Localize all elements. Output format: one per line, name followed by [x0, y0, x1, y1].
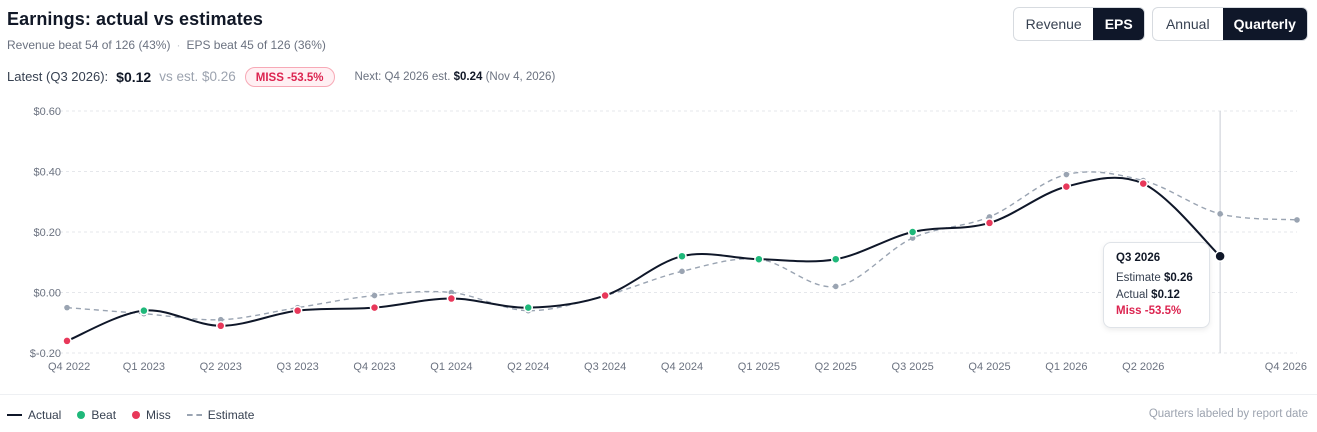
x-tick-label: Q4 2026: [1265, 361, 1307, 373]
estimate-point: [1063, 171, 1070, 178]
x-tick-label: Q4 2025: [968, 361, 1010, 373]
legend-divider: [0, 394, 1317, 395]
page-title: Earnings: actual vs estimates: [7, 9, 264, 29]
actual-line-swatch: [7, 414, 22, 416]
estimate-point: [64, 304, 70, 311]
next-report-info: Next: Q4 2026 est. $0.24 (Nov 4, 2026): [355, 71, 556, 83]
tooltip-estimate-value: $0.26: [1163, 272, 1193, 284]
y-tick-label: $0.40: [33, 167, 61, 179]
beat-point: [523, 302, 533, 313]
estimate-line: [66, 171, 1298, 321]
tooltip-actual-label: Actual: [1116, 288, 1148, 301]
x-tick-label: Q4 2022: [48, 361, 90, 373]
beat-point: [831, 254, 841, 264]
quarterly-button[interactable]: Quarterly: [1222, 8, 1307, 40]
beat-summary: Revenue beat 54 of 126 (43%) · EPS beat 45…: [7, 38, 326, 52]
tooltip-result: Miss -53.5%: [1116, 305, 1182, 317]
tooltip-title: Q3 2026: [1116, 252, 1161, 264]
y-tick-label: $0.20: [33, 227, 61, 239]
y-tick-label: $0.60: [33, 106, 61, 118]
legend-miss[interactable]: Miss: [132, 408, 171, 422]
miss-point: [1061, 181, 1072, 192]
y-tick-label: $0.00: [33, 288, 61, 300]
legend-actual[interactable]: Actual: [7, 408, 61, 422]
legend-actual-label: Actual: [28, 408, 62, 422]
miss-point: [369, 302, 380, 313]
next-prefix: Next: Q4 2026 est.: [354, 70, 451, 83]
legend-miss-label: Miss: [146, 408, 171, 422]
beat-point: [139, 305, 149, 316]
tooltip-estimate-label: Estimate: [1116, 272, 1161, 284]
x-tick-label: Q2 2025: [815, 361, 857, 373]
x-tick-label: Q1 2025: [738, 361, 780, 373]
latest-summary: Latest (Q3 2026): $0.12 vs est. $0.26 MI…: [7, 66, 555, 87]
estimate-point: [448, 289, 455, 296]
period-toggle: Annual Quarterly: [1152, 7, 1308, 41]
estimate-point: [832, 283, 839, 290]
estimate-point: [371, 292, 378, 299]
chart-legend: Actual Beat Miss Estimate: [7, 408, 270, 422]
miss-point: [62, 336, 72, 346]
x-tick-label: Q1 2023: [123, 361, 165, 373]
tooltip-actual-row: Actual $0.12: [1116, 287, 1197, 304]
legend-estimate[interactable]: Estimate: [186, 408, 255, 422]
x-tick-label: Q4 2023: [353, 361, 395, 373]
estimate-point: [679, 268, 685, 275]
x-tick-label: Q1 2026: [1045, 361, 1087, 373]
x-tick-label: Q4 2024: [661, 361, 703, 373]
miss-point: [984, 218, 995, 228]
beat-dot-swatch: [77, 411, 86, 419]
actual-line: [66, 176, 1221, 342]
estimate-point: [1217, 211, 1223, 217]
estimate-point: [909, 235, 916, 241]
latest-label: Latest (Q3 2026):: [7, 69, 109, 84]
latest-actual-value: $0.12: [116, 68, 152, 85]
next-estimate-value: $0.24: [453, 70, 483, 83]
legend-beat[interactable]: Beat: [77, 408, 116, 422]
x-tick-label: Q2 2023: [200, 361, 242, 373]
legend-estimate-label: Estimate: [207, 408, 255, 422]
x-tick-label: Q3 2023: [277, 361, 319, 373]
beat-point: [754, 254, 764, 264]
highlighted-actual-point: [1214, 250, 1226, 262]
revenue-button[interactable]: Revenue: [1025, 16, 1082, 32]
miss-point: [216, 321, 226, 331]
beat-point: [907, 227, 918, 237]
estimate-dash-swatch: [186, 414, 202, 416]
eps-button[interactable]: EPS: [1093, 8, 1144, 40]
y-tick-label: $-0.20: [30, 348, 61, 360]
annual-button[interactable]: Annual: [1165, 16, 1210, 32]
miss-point: [446, 293, 457, 304]
miss-point: [1138, 178, 1148, 189]
x-tick-label: Q2 2026: [1122, 361, 1164, 373]
metric-toggle: Revenue EPS: [1013, 7, 1145, 41]
x-tick-label: Q1 2024: [430, 361, 472, 373]
beat-point: [677, 251, 687, 261]
x-tick-label: Q2 2024: [507, 361, 549, 373]
hover-tooltip: Q3 2026 Estimate $0.26 Actual $0.12 Miss…: [1103, 242, 1210, 328]
x-tick-label: Q3 2024: [584, 361, 626, 373]
legend-beat-label: Beat: [91, 408, 117, 422]
revenue-beat-summary: Revenue beat 54 of 126 (43%): [7, 38, 171, 52]
latest-estimate-text: vs est. $0.26: [159, 69, 236, 84]
estimate-point: [217, 316, 224, 323]
estimate-point: [1294, 217, 1300, 223]
miss-point: [292, 305, 303, 316]
next-report-date: (Nov 4, 2026): [485, 70, 556, 83]
estimate-point: [986, 214, 993, 220]
miss-point: [600, 290, 610, 301]
eps-beat-summary: EPS beat 45 of 126 (36%): [186, 38, 326, 52]
x-tick-label: Q3 2025: [892, 361, 934, 373]
miss-badge: MISS -53.5%: [244, 66, 335, 87]
miss-dot-swatch: [132, 411, 141, 419]
summary-separator: ·: [176, 38, 181, 52]
tooltip-actual-value: $0.12: [1151, 288, 1180, 301]
footnote: Quarters labeled by report date: [1148, 408, 1308, 420]
tooltip-estimate-row: Estimate $0.26: [1116, 270, 1197, 287]
